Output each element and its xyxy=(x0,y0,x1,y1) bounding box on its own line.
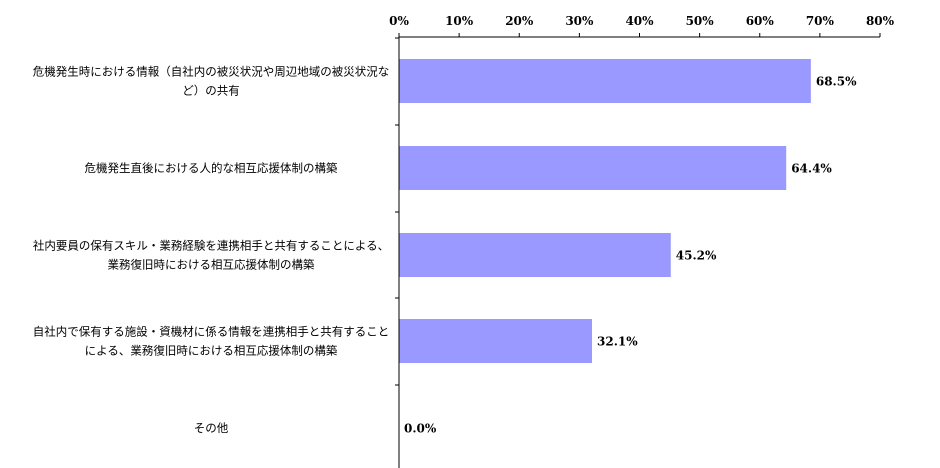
category-label-line: ど）の共有 xyxy=(182,84,240,98)
bar xyxy=(399,233,671,277)
data-label: 45.2% xyxy=(676,249,717,263)
category-label: その他 xyxy=(194,421,229,435)
category-label-line: 危機発生直後における人的な相互応援体制の構築 xyxy=(85,161,338,175)
x-tick-label: 0% xyxy=(389,14,409,28)
axes xyxy=(395,36,880,468)
x-tick-label: 20% xyxy=(505,14,534,28)
x-tick-label: 40% xyxy=(625,14,654,28)
category-label-line: 危機発生時における情報（自社内の被災状況や周辺地域の被災状況な xyxy=(33,65,390,79)
bar xyxy=(399,146,787,190)
data-label: 68.5% xyxy=(816,75,857,89)
category-labels: 危機発生時における情報（自社内の被災状況や周辺地域の被災状況など）の共有危機発生… xyxy=(33,65,390,436)
data-label: 0.0% xyxy=(404,422,437,436)
x-axis-ticks: 0% 10% 20% 30% 40% 50% 60% 70% 80% xyxy=(389,14,895,37)
x-tick-label: 50% xyxy=(686,14,715,28)
category-label-line: 自社内で保有する施設・資機材に係る情報を連携相手と共有すること xyxy=(33,325,390,339)
category-label-line: による、業務復旧時における相互応援体制の構築 xyxy=(85,344,338,358)
x-tick-label: 80% xyxy=(866,14,895,28)
category-label: 自社内で保有する施設・資機材に係る情報を連携相手と共有することによる、業務復旧時… xyxy=(33,325,390,358)
x-tick-label: 10% xyxy=(445,14,474,28)
category-label: 社内要員の保有スキル・業務経験を連携相手と共有することによる、業務復旧時における… xyxy=(33,239,389,272)
category-label: 危機発生直後における人的な相互応援体制の構築 xyxy=(85,161,338,175)
data-label: 64.4% xyxy=(791,162,832,176)
bar xyxy=(399,319,593,363)
category-label-line: 社内要員の保有スキル・業務経験を連携相手と共有することによる、 xyxy=(33,239,389,253)
bars: 68.5% 64.4% 45.2% 32.1% 0.0% xyxy=(399,59,857,436)
data-label: 32.1% xyxy=(597,335,638,349)
category-label-line: その他 xyxy=(194,421,229,435)
x-tick-label: 30% xyxy=(565,14,594,28)
bar xyxy=(399,59,811,103)
category-label-line: 業務復旧時における相互応援体制の構築 xyxy=(108,258,315,272)
x-tick-label: 70% xyxy=(806,14,835,28)
x-tick-label: 60% xyxy=(746,14,775,28)
